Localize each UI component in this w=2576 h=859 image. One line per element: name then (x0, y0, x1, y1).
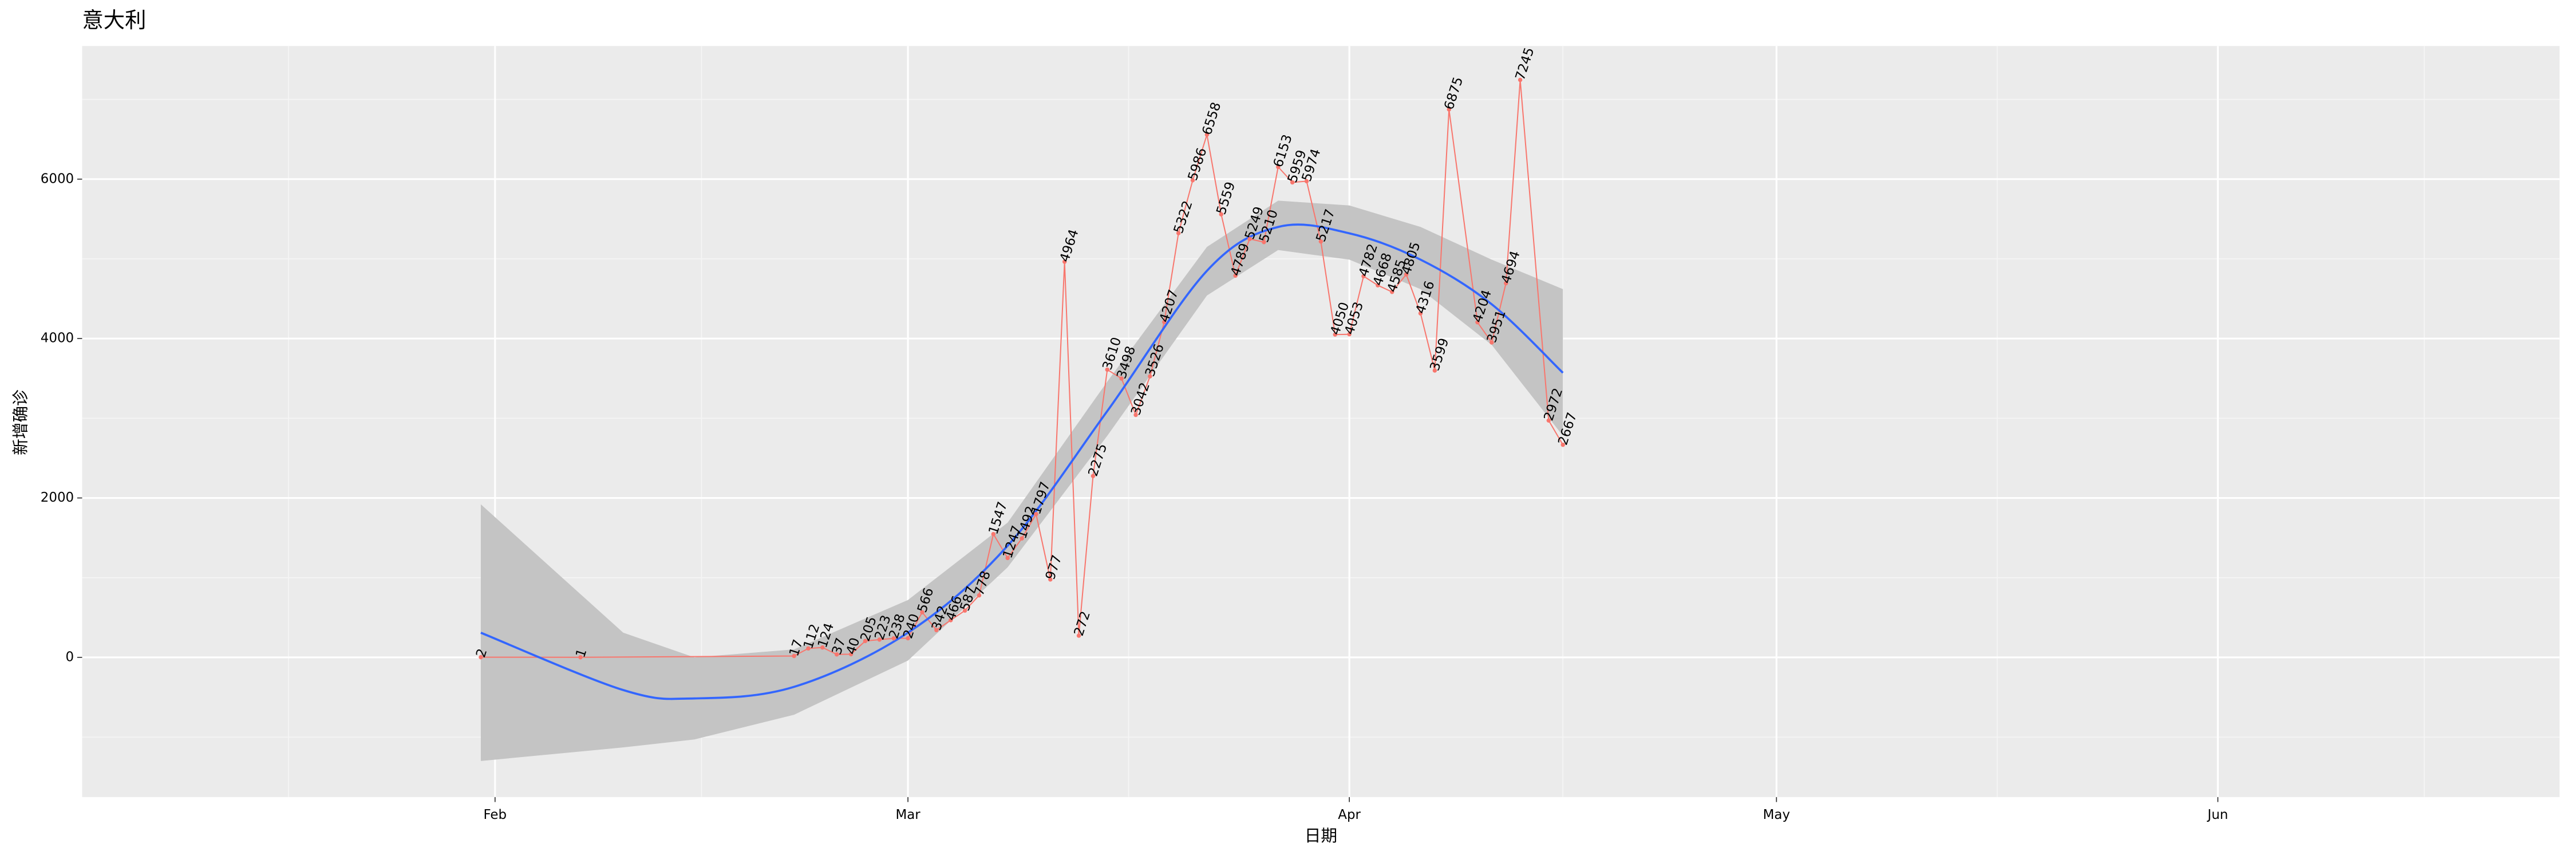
data-point (1005, 555, 1010, 561)
data-point (906, 636, 910, 641)
data-point (1518, 77, 1523, 82)
data-point (820, 645, 825, 650)
x-tick-label: Feb (483, 807, 507, 822)
data-point (1333, 332, 1338, 337)
data-point (1233, 273, 1238, 278)
smooth-line (480, 223, 1564, 700)
x-tick-label: May (1763, 807, 1790, 822)
data-point (1034, 512, 1038, 517)
data-point (1432, 368, 1437, 373)
y-tick-label: 0 (66, 649, 74, 664)
data-point (1404, 272, 1409, 277)
data-label: 1 (573, 647, 590, 660)
data-point (1162, 320, 1167, 325)
data-point (1048, 577, 1053, 582)
data-point (934, 628, 939, 633)
data-point (877, 637, 882, 642)
data-point (1390, 290, 1394, 294)
data-label: 2 (473, 647, 490, 660)
data-point (1190, 178, 1195, 183)
data-point (1418, 311, 1423, 316)
y-axis-label: 新增确诊 (10, 389, 30, 455)
x-tick-label: Mar (895, 807, 920, 822)
data-point (1290, 180, 1295, 185)
data-point (848, 652, 854, 657)
data-point (1133, 412, 1138, 417)
data-point (1376, 283, 1380, 287)
x-tick-label: Apr (1338, 807, 1361, 822)
y-tick-label: 4000 (41, 331, 74, 346)
data-point (891, 636, 896, 641)
data-point (1247, 237, 1252, 242)
data-point (1276, 164, 1281, 170)
confidence-band (480, 200, 1563, 761)
data-point (1504, 281, 1508, 286)
data-point (1361, 274, 1366, 279)
data-point (835, 652, 839, 657)
data-point (806, 646, 811, 651)
data-point (991, 531, 996, 537)
data-point (1020, 536, 1024, 541)
data-point (1176, 231, 1181, 235)
data-point (948, 618, 953, 622)
data-point (1347, 332, 1352, 337)
data-point (792, 653, 796, 659)
data-point (1546, 418, 1551, 423)
x-tick-label: Jun (2206, 807, 2228, 822)
data-point (1262, 240, 1266, 245)
data-point (1119, 376, 1124, 381)
data-point (863, 639, 868, 644)
data-point (1219, 212, 1224, 216)
data-point (1105, 367, 1110, 372)
data-point (977, 593, 982, 598)
data-point (578, 655, 583, 660)
y-tick-label: 6000 (41, 171, 74, 186)
data-point (1447, 107, 1451, 112)
data-point (1490, 340, 1494, 345)
chart-title: 意大利 (82, 7, 146, 33)
data-point (479, 655, 483, 660)
data-point (1318, 239, 1323, 244)
data-point (1560, 442, 1565, 447)
data-point (1076, 633, 1081, 638)
data-point (1475, 320, 1480, 325)
data-point (1148, 374, 1152, 379)
data-point (962, 608, 967, 613)
data-point (1304, 179, 1309, 184)
data-point (1062, 259, 1067, 264)
x-axis-label: 日期 (1305, 826, 1337, 845)
data-point (1091, 474, 1096, 478)
data-point (1204, 132, 1210, 137)
y-tick-label: 2000 (41, 490, 74, 505)
data-point (920, 610, 924, 614)
